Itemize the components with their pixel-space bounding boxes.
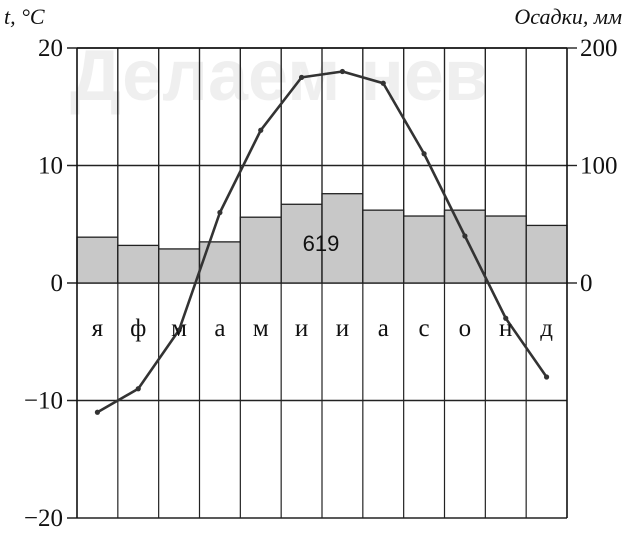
right-axis-label: Осадки, мм — [514, 4, 622, 29]
temperature-point — [543, 374, 550, 380]
left-tick-label: 0 — [51, 270, 64, 297]
left-tick-label: 10 — [38, 153, 63, 180]
precipitation-bar — [117, 244, 160, 284]
precipitation-bar — [362, 209, 405, 284]
precipitation-bar — [403, 215, 446, 284]
left-tick-label: 20 — [38, 35, 63, 62]
temperature-point — [462, 233, 468, 239]
month-label: ф — [130, 315, 146, 342]
precipitation-bar — [239, 216, 282, 284]
precipitation-bar — [198, 241, 241, 284]
precipitation-bar — [158, 248, 201, 284]
month-label: а — [378, 315, 389, 342]
temperature-point — [339, 68, 346, 75]
temperature-line — [94, 68, 550, 415]
temperature-point — [421, 151, 427, 157]
precipitation-bar — [484, 215, 527, 284]
right-tick-label: 100 — [580, 153, 618, 180]
temperature-point — [176, 327, 182, 333]
temperature-point — [258, 127, 264, 133]
month-label: с — [419, 315, 430, 342]
month-label: и — [295, 315, 308, 342]
month-label: и — [336, 315, 349, 342]
month-label: я — [92, 315, 104, 342]
temperature-point — [503, 315, 509, 321]
total-precipitation-label: 619 — [303, 231, 340, 256]
precipitation-bar — [76, 236, 119, 284]
left-tick-label: −20 — [24, 505, 63, 532]
temperature-point — [217, 209, 223, 216]
month-label: м — [253, 315, 269, 342]
month-label: д — [540, 315, 553, 342]
precipitation-bars — [76, 48, 568, 284]
watermark: Делаем нев — [70, 36, 488, 116]
temperature-series-line — [96, 70, 548, 414]
precipitation-bar — [443, 209, 486, 284]
temperature-point — [135, 386, 141, 392]
left-axis-label: t, °C — [4, 4, 45, 29]
temperature-point — [380, 80, 386, 86]
month-label: о — [459, 315, 472, 342]
right-tick-label: 0 — [580, 270, 593, 297]
month-label: а — [214, 315, 225, 342]
precipitation-bar — [321, 193, 364, 284]
month-label: н — [499, 315, 512, 342]
precipitation-bar — [525, 224, 568, 284]
temperature-point — [94, 409, 101, 415]
temperature-point — [298, 74, 305, 80]
left-tick-label: −10 — [24, 388, 63, 415]
right-tick-label: 200 — [580, 35, 618, 62]
month-label: м — [171, 315, 187, 342]
